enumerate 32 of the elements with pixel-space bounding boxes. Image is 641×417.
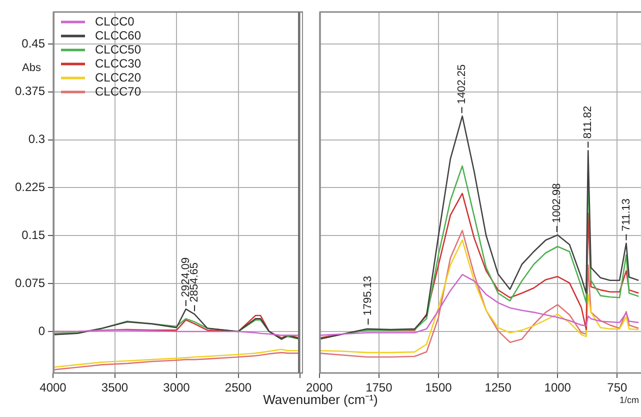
legend-label: CLCC50 — [95, 42, 142, 56]
x-tick-label: 750 — [607, 380, 628, 395]
y-tick-label: 0.075 — [14, 276, 46, 290]
x-tick-label: 1750 — [366, 380, 393, 395]
y-tick-label: 0.45 — [22, 36, 46, 50]
y-tick-label: 0.375 — [14, 84, 46, 98]
y-tick-label: 0.3 — [28, 132, 46, 146]
legend-label: CLCC30 — [95, 56, 142, 70]
x-tick-label: 2000 — [306, 380, 334, 395]
annotation: 1795.13 — [362, 276, 374, 316]
annotation: 2854.65 — [188, 262, 201, 302]
y-tick-label: 0.225 — [14, 180, 46, 194]
annotation: 1402.25 — [456, 64, 468, 104]
legend-label: CLCC0 — [95, 14, 135, 28]
annotation: 1002.98 — [550, 183, 563, 223]
x-tick-label: 1250 — [484, 380, 512, 395]
x-tick-label: 4000 — [40, 380, 67, 395]
legend-label: CLCC60 — [95, 28, 142, 42]
x-tick-label: 3000 — [163, 380, 190, 395]
legend-label: CLCC20 — [95, 70, 142, 84]
x-tick-label: 3500 — [101, 380, 128, 395]
y-axis-title: Abs — [22, 62, 42, 74]
x-tick-label: 1000 — [544, 380, 572, 395]
x-axis-title: Wavenumber (cm⁻¹) — [263, 392, 378, 407]
x-tick-label: 2500 — [224, 380, 252, 395]
annotation: 811.82 — [582, 106, 594, 139]
legend-label: CLCC70 — [95, 84, 142, 98]
x-tick-label: 1500 — [425, 380, 452, 395]
y-tick-label: 0 — [38, 324, 46, 338]
text: 1/cm — [619, 394, 639, 405]
y-tick-label: 0.15 — [22, 228, 46, 242]
annotation: 711.13 — [620, 198, 632, 232]
